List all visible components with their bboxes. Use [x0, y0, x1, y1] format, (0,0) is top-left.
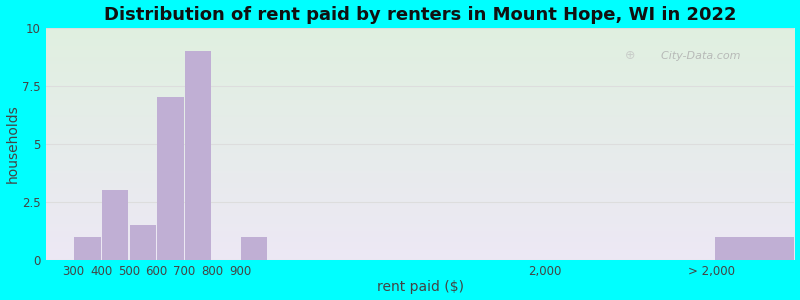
Bar: [102, 190, 128, 260]
Bar: [74, 237, 101, 260]
Bar: [241, 237, 267, 260]
Title: Distribution of rent paid by renters in Mount Hope, WI in 2022: Distribution of rent paid by renters in …: [104, 6, 736, 24]
Y-axis label: households: households: [6, 104, 19, 183]
Bar: [158, 98, 184, 260]
Bar: [185, 51, 211, 260]
Text: City-Data.com: City-Data.com: [654, 51, 740, 61]
Text: ⊕: ⊕: [625, 49, 635, 62]
X-axis label: rent paid ($): rent paid ($): [377, 280, 464, 294]
Bar: [714, 237, 800, 260]
Bar: [130, 225, 156, 260]
